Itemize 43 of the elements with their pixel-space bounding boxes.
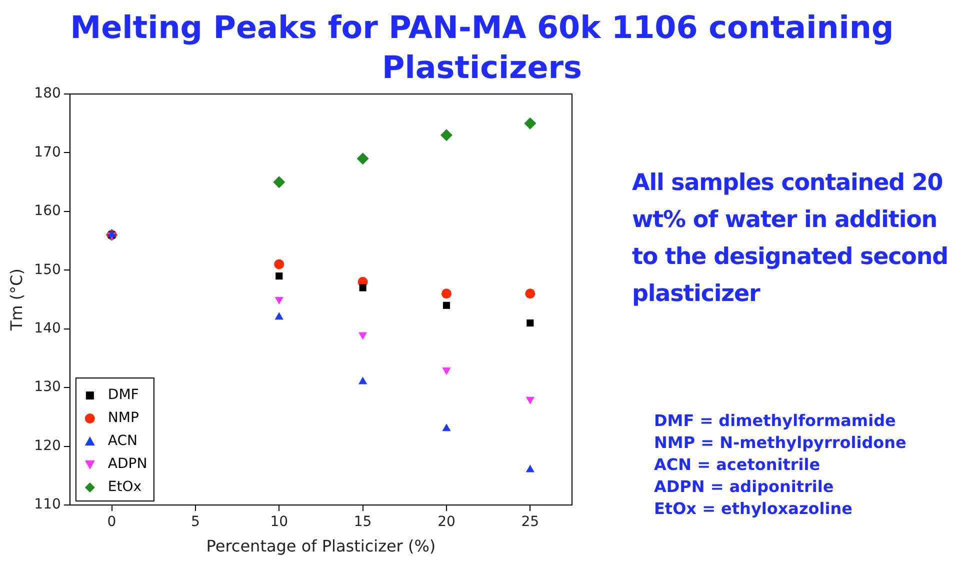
y-tick-label: 120 (34, 438, 61, 454)
point (274, 259, 284, 270)
point (358, 376, 368, 384)
y-tick-label: 110 (34, 496, 61, 513)
legend-label: EtOx (108, 479, 142, 496)
y-tick-label: 130 (34, 379, 61, 396)
y-axis-title: Tm (°C) (6, 268, 26, 332)
y-tick-label: 140 (34, 320, 61, 336)
text: DMF = dimethylformamide NMP = N-methylpyrrolidone ACN = acetonitrile ADPN = adiponitrile EtOx = ethyloxazoline (654, 410, 908, 520)
legend-label: ADPN (108, 456, 148, 472)
y-tick-label: 180 (34, 86, 61, 102)
y-tick-label: 160 (34, 203, 61, 220)
point (524, 117, 536, 130)
point (525, 288, 536, 299)
point (442, 302, 450, 309)
point (276, 272, 283, 280)
point (442, 424, 451, 432)
point (273, 176, 286, 188)
text: All samples contained 20 wt% of water in addition to the designated second plasticizer (632, 169, 950, 309)
y-tick-label: 150 (34, 262, 61, 278)
point (526, 464, 534, 472)
x-axis-title: Percentage of Plasticizer (%) (206, 536, 436, 556)
point (442, 367, 451, 375)
x-tick-label: 10 (270, 514, 288, 530)
x-tick-label: 15 (354, 514, 372, 530)
x-tick-label: 25 (521, 514, 540, 530)
point (274, 312, 284, 320)
point (440, 129, 452, 142)
y-tick-label: 170 (34, 144, 61, 160)
point (526, 396, 534, 404)
point (441, 288, 452, 299)
point (358, 332, 368, 340)
x-tick-label: 5 (190, 514, 200, 530)
x-tick-label: 0 (107, 514, 116, 530)
chart-title: Melting Peaks for PAN-MA 60k 1106 containing Plasticizers (70, 10, 894, 86)
legend-label: NMP (108, 410, 139, 426)
point (359, 284, 366, 292)
point (274, 297, 284, 304)
legend-label: DMF (108, 387, 139, 404)
point (526, 319, 534, 327)
x-tick-label: 20 (438, 514, 456, 530)
legend-label: ACN (108, 433, 138, 450)
point (356, 152, 369, 165)
